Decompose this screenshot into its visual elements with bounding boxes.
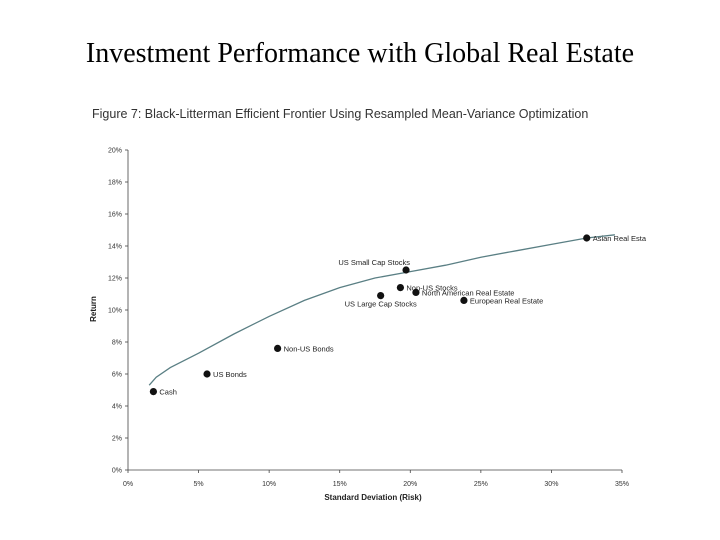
- slide-title: Investment Performance with Global Real …: [85, 38, 635, 69]
- y-tick-label: 6%: [112, 372, 122, 379]
- x-tick-label: 20%: [403, 481, 417, 488]
- y-tick-label: 2%: [112, 436, 122, 443]
- x-tick-label: 10%: [262, 481, 276, 488]
- point-label: European Real Estate: [470, 296, 543, 305]
- point-label: US Large Cap Stocks: [345, 300, 417, 309]
- x-tick-label: 5%: [194, 481, 204, 488]
- x-tick-label: 35%: [615, 481, 629, 488]
- y-tick-label: 12%: [108, 276, 122, 283]
- y-tick-label: 8%: [112, 340, 122, 347]
- y-tick-label: 10%: [108, 308, 122, 315]
- point-label: Non-US Stocks: [406, 284, 458, 293]
- y-tick-label: 14%: [108, 244, 122, 251]
- y-tick-label: 0%: [112, 468, 122, 475]
- point-label: Cash: [159, 388, 177, 397]
- axes: 0% 2% 4% 6% 8% 10% 12% 14% 16% 18% 20% 0% 5% 10% 15% 20…: [108, 148, 629, 489]
- point-label: Non-US Bonds: [284, 344, 334, 353]
- x-axis-label: Standard Deviation (Risk): [324, 493, 422, 502]
- data-point: [203, 370, 211, 378]
- y-tick-label: 16%: [108, 212, 122, 219]
- y-axis-label: Return: [89, 296, 98, 322]
- data-point: [149, 388, 158, 396]
- x-tick-label: 15%: [333, 481, 347, 488]
- x-tick-label: 30%: [544, 481, 558, 488]
- data-point: [377, 292, 385, 300]
- data-point: [402, 266, 410, 274]
- x-tick-label: 25%: [474, 481, 488, 488]
- data-point: [583, 234, 591, 242]
- point-label: Asian Real Esta: [593, 234, 647, 243]
- data-point: [412, 288, 420, 296]
- point-label: US Small Cap Stocks: [338, 258, 410, 267]
- frontier-layer: [148, 234, 615, 386]
- point-label: US Bonds: [213, 370, 247, 379]
- y-tick-label: 4%: [112, 404, 122, 411]
- chart-title: Figure 7: Black-Litterman Efficient Fron…: [92, 107, 588, 121]
- efficient-frontier-line: [148, 234, 615, 386]
- y-tick-label: 18%: [108, 180, 122, 187]
- data-point: [274, 344, 282, 352]
- y-tick-label: 20%: [108, 148, 122, 155]
- data-point: [396, 284, 405, 292]
- x-tick-label: 0%: [123, 481, 133, 488]
- data-point: [460, 296, 468, 304]
- points-layer: Cash US Bonds Non-US Bonds US Small Cap Sto…: [149, 234, 647, 397]
- point-label: North American Real Estate: [422, 288, 515, 297]
